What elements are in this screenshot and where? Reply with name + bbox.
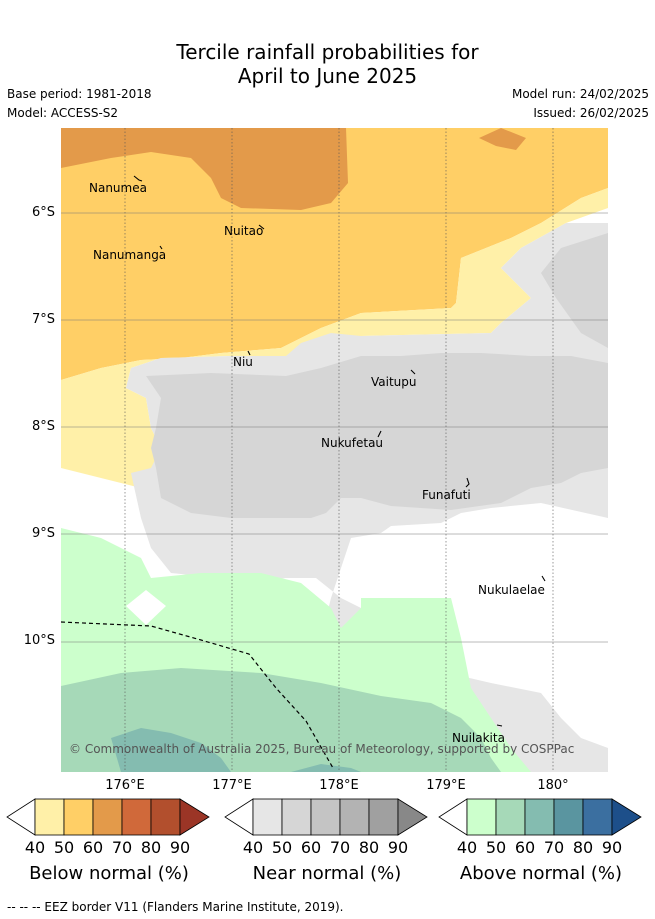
colorbar-below-graphic <box>6 798 210 836</box>
place-label-nukufetau: Nukufetau <box>321 436 384 450</box>
colorbar-near-segment <box>368 798 399 836</box>
colorbar-above-tick-label: 40 <box>456 838 478 857</box>
copyright-notice: © Commonwealth of Australia 2025, Bureau… <box>69 742 575 756</box>
issued-date: Issued: 26/02/2025 <box>533 106 649 120</box>
colorbar-below-tick-label: 70 <box>111 838 133 857</box>
colorbar-below-segment <box>63 798 94 836</box>
place-label-nanumea: Nanumea <box>89 181 147 195</box>
colorbar-below-segment <box>150 798 181 836</box>
colorbar-title-near: Near normal (%) <box>252 863 402 884</box>
below-normal-60-region <box>61 128 348 210</box>
colorbar-below-extend-high <box>179 798 210 836</box>
graticule-lat <box>61 212 608 643</box>
lon-label-176e: 176°E <box>105 778 145 793</box>
model-run: Model run: 24/02/2025 <box>511 87 649 101</box>
colorbar-above-normal <box>438 798 644 836</box>
above-normal-60-region <box>111 728 231 772</box>
colorbar-above-tick-label: 80 <box>572 838 594 857</box>
forecast-map: Nanumea Nuitao Nanumanga Niu Vaitupu Nuk… <box>61 128 608 772</box>
colorbar-near-tick-label: 90 <box>387 838 409 857</box>
eez-legend: -- -- -- EEZ border V11 (Flanders Marine… <box>7 900 344 914</box>
near-normal-50-east <box>541 233 608 348</box>
colorbar-below-segment <box>121 798 152 836</box>
colorbar-above-extend-high <box>611 798 642 836</box>
colorbar-near-segment <box>339 798 370 836</box>
lat-label-7s: 7°S <box>31 312 55 327</box>
below-normal-60-patch <box>479 128 526 150</box>
colorbar-below-normal <box>6 798 212 836</box>
colorbar-near-tick-label: 60 <box>300 838 322 857</box>
place-label-funafuti: Funafuti <box>422 488 471 502</box>
lon-label-179e: 179°E <box>426 778 466 793</box>
island-marks <box>133 175 546 727</box>
graticule <box>124 128 554 772</box>
lon-label-178e: 178°E <box>319 778 359 793</box>
colorbar-above-tick-label: 60 <box>514 838 536 857</box>
white-diamond <box>126 590 166 625</box>
below-normal-50-region <box>61 128 608 380</box>
title-line-1: Tercile rainfall probabilities for <box>176 40 479 64</box>
above-normal-60-patch <box>291 764 361 772</box>
colorbar-near-tick-label: 70 <box>329 838 351 857</box>
place-label-nuitao: Nuitao <box>224 224 264 238</box>
colorbar-near-segment <box>252 798 283 836</box>
base-period: Base period: 1981-2018 <box>7 87 152 101</box>
colorbar-above-segment <box>582 798 613 836</box>
colorbar-above-tick-label: 50 <box>485 838 507 857</box>
colorbar-above-segment <box>466 798 497 836</box>
colorbar-near-segment <box>310 798 341 836</box>
lat-label-10s: 10°S <box>23 633 55 648</box>
lon-label-177e: 177°E <box>212 778 252 793</box>
lat-label-9s: 9°S <box>31 526 55 541</box>
lat-label-8s: 8°S <box>31 419 55 434</box>
map-canvas <box>61 128 608 772</box>
colorbar-above-extend-low <box>438 798 468 836</box>
place-label-niu: Niu <box>233 355 253 369</box>
colorbar-near-extend-high <box>397 798 428 836</box>
place-label-nuilakita: Nuilakita <box>452 731 505 745</box>
place-label-nukulaelae: Nukulaelae <box>478 583 545 597</box>
colorbar-below-tick-label: 50 <box>53 838 75 857</box>
colorbar-below-extend-low <box>6 798 36 836</box>
colorbar-above-tick-label: 70 <box>543 838 565 857</box>
colorbar-above-segment <box>524 798 555 836</box>
model-name: Model: ACCESS-S2 <box>7 106 119 120</box>
near-normal-50-region <box>146 353 608 518</box>
colorbar-near-segment <box>281 798 312 836</box>
colorbar-above-graphic <box>438 798 642 836</box>
colorbar-below-tick-label: 40 <box>24 838 46 857</box>
colorbar-title-below: Below normal (%) <box>29 863 189 884</box>
colorbar-below-tick-label: 60 <box>82 838 104 857</box>
place-label-vaitupu: Vaitupu <box>371 375 417 389</box>
map-title: Tercile rainfall probabilities for April… <box>0 40 655 88</box>
place-label-nanumanga: Nanumanga <box>93 248 167 262</box>
colorbar-near-graphic <box>224 798 428 836</box>
lat-label-6s: 6°S <box>31 205 55 220</box>
colorbar-above-segment <box>553 798 584 836</box>
colorbar-near-normal <box>224 798 430 836</box>
eez-border <box>61 621 334 769</box>
colorbar-below-segment <box>92 798 123 836</box>
colorbar-near-tick-label: 80 <box>358 838 380 857</box>
lon-label-180: 180° <box>537 778 569 793</box>
title-line-2: April to June 2025 <box>237 64 418 88</box>
colorbar-near-extend-low <box>224 798 254 836</box>
colorbar-above-segment <box>495 798 526 836</box>
colorbar-below-segment <box>34 798 65 836</box>
colorbar-above-tick-label: 90 <box>601 838 623 857</box>
colorbar-near-tick-label: 40 <box>242 838 264 857</box>
colorbar-below-tick-label: 90 <box>169 838 191 857</box>
colorbar-below-tick-label: 80 <box>140 838 162 857</box>
colorbar-near-tick-label: 50 <box>271 838 293 857</box>
colorbar-title-above: Above normal (%) <box>459 863 623 884</box>
